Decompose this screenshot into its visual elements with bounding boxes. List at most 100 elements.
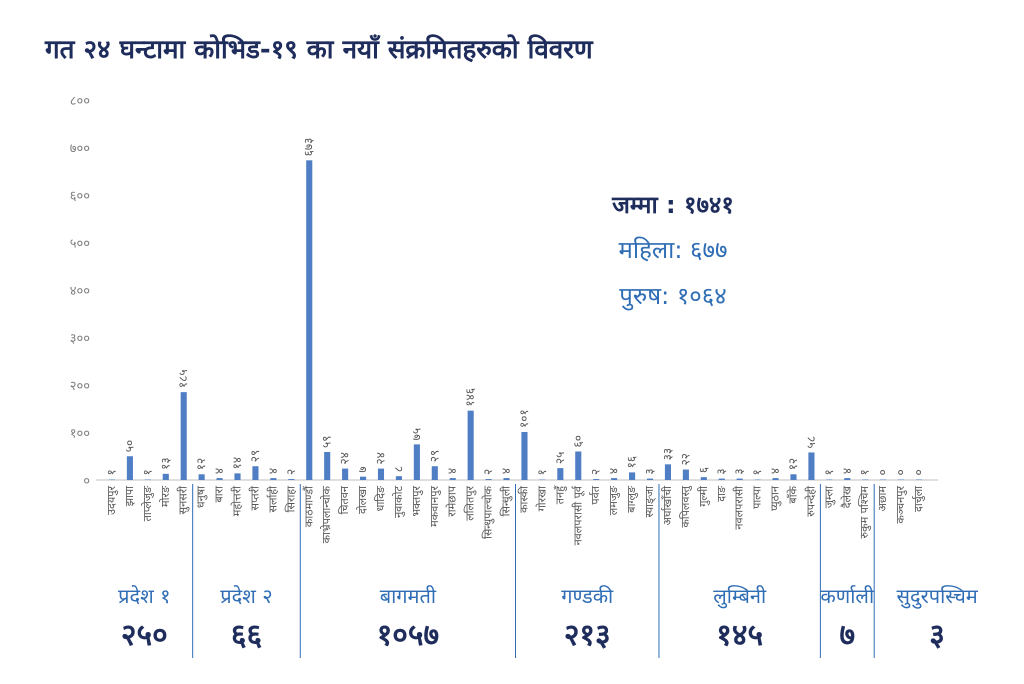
x-tick-label: लमजुङ: [607, 485, 620, 515]
data-label: १०१: [517, 409, 531, 428]
bar: [270, 478, 277, 480]
data-label: ३: [714, 468, 728, 474]
x-tick-label: सर्लाही: [266, 486, 279, 513]
x-labels-group: उदयपुर झापा ताप्लेजुङ मोरङ सुनसरी धनुषा बारा मह…: [105, 485, 925, 546]
x-tick-label: उदयपुर: [105, 486, 118, 515]
x-tick-label: ललितपुर: [464, 486, 477, 521]
y-tick-label: ०: [83, 474, 90, 489]
data-label: १: [104, 469, 118, 475]
bar: [772, 478, 779, 480]
data-label: ५९: [320, 435, 334, 447]
x-tick-label: झापा: [123, 486, 136, 506]
bar: [377, 468, 385, 480]
x-tick-label: काभ्रेपलान्चोक: [320, 485, 333, 543]
data-label: २५: [553, 452, 567, 464]
bar: [808, 452, 815, 480]
x-tick-label: सिराहा: [284, 486, 297, 512]
province-total: ६६: [231, 618, 262, 653]
province-labels: प्रदेश १ २५० प्रदेश २ ६६ बागमती १०५७ गण्डकी २१३…: [118, 584, 979, 653]
data-label: १३: [158, 457, 172, 469]
province-name: कर्णाली: [820, 584, 875, 608]
x-tick-label: जुम्ला: [822, 486, 835, 508]
y-tick-label: ४००: [70, 284, 90, 299]
bar: [611, 478, 618, 480]
province-total: २५०: [121, 618, 168, 653]
bar: [503, 478, 510, 480]
data-label: २४: [338, 452, 352, 464]
x-tick-label: नवलपरासी पूर्व: [571, 485, 585, 545]
province-total: २१३: [564, 618, 611, 653]
bar: [252, 466, 259, 480]
data-label: १२: [786, 458, 800, 470]
province-total: ७: [839, 618, 855, 653]
data-label: ४: [445, 468, 459, 474]
bar: [413, 444, 420, 481]
x-tick-label: रुपन्देही: [804, 486, 817, 517]
data-label: २९: [427, 450, 441, 462]
bar: [844, 478, 851, 480]
province-total: १०५७: [377, 618, 439, 653]
y-axis: ० १०० २०० ३०० ४०० ५०० ६०० ७०० ८००: [70, 94, 90, 489]
province-dividers: [192, 484, 875, 658]
data-label: १: [858, 469, 872, 475]
data-label: ७५: [409, 428, 423, 440]
bar: [431, 466, 438, 480]
province-name: प्रदेश १: [118, 584, 170, 608]
bar: [575, 451, 582, 480]
x-tick-label: भक्तपुर: [410, 486, 423, 517]
x-tick-label: बाँके: [786, 485, 799, 503]
data-label: ६०: [571, 435, 585, 447]
bar: [360, 476, 367, 480]
data-label: ६७३: [302, 138, 316, 157]
x-tick-label: कपिलवस्तु: [679, 485, 692, 528]
data-label: ४: [266, 468, 280, 474]
bar: [198, 474, 205, 480]
bars-group: [108, 160, 923, 481]
x-tick-label: रामेछाप: [446, 485, 459, 516]
bar: [162, 473, 169, 480]
bar: [216, 478, 223, 480]
province-total: १४५: [716, 618, 763, 653]
data-label: १: [140, 469, 154, 475]
bar: [593, 479, 600, 480]
x-tick-label: काठमाण्डौं: [302, 486, 315, 527]
x-tick-label: पर्वत: [589, 485, 602, 504]
x-tick-label: चितवन: [338, 485, 351, 514]
bar: [557, 468, 564, 481]
x-tick-label: दार्चुला: [912, 486, 925, 512]
data-label: २४: [373, 452, 387, 464]
x-tick-label: सुनसरी: [177, 486, 190, 514]
y-tick-label: ६००: [70, 189, 90, 204]
x-tick-label: नवलपरासी: [733, 486, 746, 530]
x-tick-label: बारा: [213, 486, 226, 503]
data-label: २: [589, 469, 603, 475]
data-label: ४: [212, 468, 226, 474]
summary-male: पुरुष: १०६४: [619, 282, 727, 311]
x-tick-label: गोरखा: [535, 486, 548, 512]
bar: [449, 478, 456, 480]
province-total: ३: [929, 618, 945, 653]
x-tick-label: पाल्पा: [751, 486, 764, 509]
bar: [521, 432, 528, 480]
bar: [646, 478, 654, 480]
data-label: ८: [391, 466, 405, 472]
data-label: २२: [678, 453, 692, 465]
data-label: १६: [625, 456, 639, 468]
x-tick-label: महोत्तरी: [231, 486, 244, 516]
y-tick-label: ३००: [70, 332, 90, 347]
x-tick-label: दाङ: [715, 485, 728, 502]
x-tick-label: ताप्लेजुङ: [141, 485, 154, 521]
data-label: १८५: [176, 369, 190, 388]
bar: [790, 474, 797, 480]
y-tick-label: ७००: [70, 142, 90, 157]
bar: [485, 479, 492, 480]
data-label: २: [284, 469, 298, 475]
province-name: गण्डकी: [561, 584, 614, 608]
data-label: ७: [356, 466, 370, 472]
x-tick-label: धनुषा: [195, 486, 208, 508]
data-label: १: [822, 469, 836, 475]
data-label: २९: [248, 450, 262, 462]
data-label: ३३: [660, 448, 674, 460]
